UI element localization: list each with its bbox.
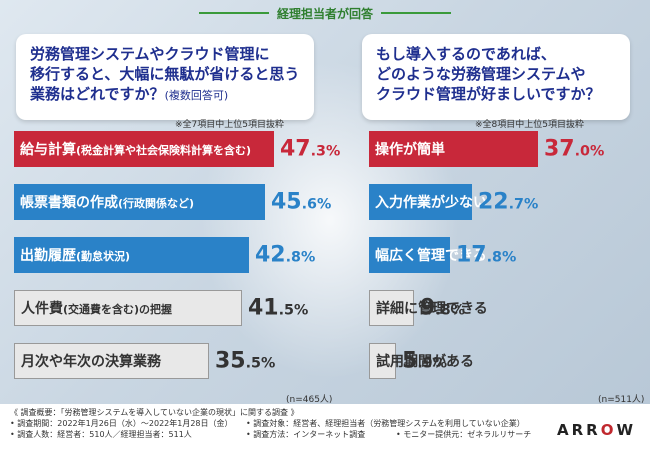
bar-fill-4: 詳細に管理できる xyxy=(369,290,488,326)
note-right: ※全8項目中上位5項目抜粋 xyxy=(475,120,584,130)
header-bar: 経理担当者が回答 xyxy=(0,0,650,26)
bar-4: 人件費(交通費を含む)の把握 41.5% xyxy=(14,290,308,326)
question-box-left: 労務管理システムやクラウド管理に 移行すると、大幅に無駄が省けると思う 業務はど… xyxy=(16,34,314,120)
bar-value-3: 17.8% xyxy=(456,242,517,268)
header-line-left xyxy=(198,12,269,14)
note-left: ※全7項目中上位5項目抜粋 xyxy=(175,120,284,130)
footer-target: • 調査対象：経営者、経理担当者（労務管理システムを利用していない企業） xyxy=(246,419,525,428)
bar-5: 試用期間がある 5.9% xyxy=(369,343,474,379)
bar-fill-2: 入力作業が少ない xyxy=(369,184,487,220)
bar-value-2: 45.6% xyxy=(271,189,332,215)
bar-value-2: 22.7% xyxy=(478,189,539,215)
bar-label-5: 試用期間がある xyxy=(376,354,474,370)
bar-chart-right: 操作が簡単 37.0% 入力作業が少ない 22.7% 幅広く管理できる 17.8% 詳細に管… xyxy=(369,131,644,391)
header-line-right xyxy=(381,12,451,14)
bar-2: 入力作業が少ない 22.7% xyxy=(369,184,538,220)
bar-fill-1: 操作が簡単 xyxy=(369,131,538,167)
bar-label-1: 給与計算(税金計算や社会保険料計算を含む) xyxy=(20,142,252,158)
bar-value-3: 42.8% xyxy=(255,242,316,268)
bar-1: 給与計算(税金計算や社会保険料計算を含む) 47.3% xyxy=(14,131,340,167)
bar-4: 詳細に管理できる 9.8% xyxy=(369,290,488,326)
bar-fill-4: 人件費(交通費を含む)の把握 xyxy=(14,290,242,326)
bar-2: 帳票書類の作成(行政関係など) 45.6% xyxy=(14,184,331,220)
question-left-line-1: 労務管理システムやクラウド管理に xyxy=(30,45,270,63)
header-label: 経理担当者が回答 xyxy=(276,6,373,21)
question-left-sub: (複数回答可) xyxy=(164,89,229,102)
bar-label-1: 操作が簡単 xyxy=(375,142,445,158)
bar-value-5: 35.5% xyxy=(215,348,276,374)
question-left-line-2: 移行すると、大幅に無駄が省けると思う xyxy=(30,65,300,83)
bar-label-3: 出勤履歴(勤怠状況) xyxy=(20,248,131,264)
bar-fill-5: 月次や年次の決算業務 xyxy=(14,343,209,379)
sample-size-left: (n=465人) xyxy=(286,395,333,405)
question-left-line-3: 業務はどれですか？(複数回答可) xyxy=(30,85,229,103)
footer-provider: • モニター提供元：ゼネラルリサーチ xyxy=(396,430,532,439)
bar-fill-5: 試用期間がある xyxy=(369,343,474,379)
sample-size-right: (n=511人) xyxy=(598,395,645,405)
question-right-line-2: どのような労務管理システムや xyxy=(376,65,586,83)
bar-fill-2: 帳票書類の作成(行政関係など) xyxy=(14,184,265,220)
footer-period: • 調査期間：2022年1月26日（水）〜2022年1月28日（金） xyxy=(10,419,233,428)
bar-value-1: 47.3% xyxy=(280,136,341,162)
bar-fill-3: 幅広く管理できる xyxy=(369,237,487,273)
bar-5: 月次や年次の決算業務 35.5% xyxy=(14,343,275,379)
bar-fill-3: 出勤履歴(勤怠状況) xyxy=(14,237,249,273)
bar-value-1: 37.0% xyxy=(544,136,605,162)
bar-label-2: 入力作業が少ない xyxy=(375,195,487,211)
bar-label-4: 詳細に管理できる xyxy=(376,301,488,317)
bar-value-4: 9.8% xyxy=(420,295,466,321)
arrow-logo: ARROW xyxy=(556,421,636,439)
bar-fill-1: 給与計算(税金計算や社会保険料計算を含む) xyxy=(14,131,274,167)
question-right-line-1: もし導入するのであれば、 xyxy=(376,45,556,63)
bar-label-2: 帳票書類の作成(行政関係など) xyxy=(20,195,195,211)
bar-value-4: 41.5% xyxy=(248,295,309,321)
bar-label-3: 幅広く管理できる xyxy=(375,248,487,264)
bar-chart-left: 給与計算(税金計算や社会保険料計算を含む) 47.3% 帳票書類の作成(行政関係など… xyxy=(14,131,344,391)
footer-row-1: • 調査期間：2022年1月26日（水）〜2022年1月28日（金） • 調査対… xyxy=(10,418,640,429)
bar-label-4: 人件費(交通費を含む)の把握 xyxy=(21,301,173,317)
question-box-right: もし導入するのであれば、 どのような労務管理システムや クラウド管理が好ましいで… xyxy=(362,34,630,120)
bar-1: 操作が簡単 37.0% xyxy=(369,131,604,167)
footer-row-2: • 調査人数：経営者：510人／経理担当者：511人 • 調査方法：インターネッ… xyxy=(10,429,640,440)
bar-3: 出勤履歴(勤怠状況) 42.8% xyxy=(14,237,315,273)
bar-3: 幅広く管理できる 17.8% xyxy=(369,237,516,273)
bar-value-5: 5.9% xyxy=(402,348,448,374)
question-right-line-3: クラウド管理が好ましいですか？ xyxy=(376,85,601,103)
footer-title: 《 調査概要：「労務管理システムを導入していない企業の現状」に関する調査 》 xyxy=(10,408,299,417)
bar-label-5: 月次や年次の決算業務 xyxy=(21,354,161,370)
survey-footer: 《 調査概要：「労務管理システムを導入していない企業の現状」に関する調査 》 •… xyxy=(0,404,650,450)
footer-count: • 調査人数：経営者：510人／経理担当者：511人 xyxy=(10,430,192,439)
footer-method: • 調査方法：インターネット調査 xyxy=(246,430,366,439)
